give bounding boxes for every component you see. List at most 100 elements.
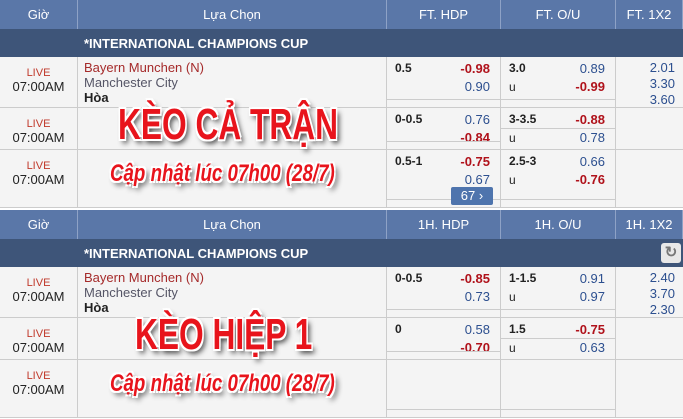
overlay-title: KÈO HIỆP 1 (135, 310, 313, 359)
ou-cell (501, 360, 616, 417)
home-win-odds[interactable]: 2.01 (649, 60, 675, 75)
selection-cell (78, 360, 387, 417)
hdp-odds-home[interactable]: -0.75 (460, 154, 490, 169)
hdp-cell: 0.5-1 -0.75 0.67 (387, 150, 501, 207)
over-odds[interactable]: -0.75 (575, 322, 605, 337)
match-time: 07:00AM (12, 172, 65, 187)
table-row[interactable]: LIVE 07:00AM Bayern Munchen (N) Manchester… (0, 57, 683, 108)
odds-table-1: Giờ Lựa Chọn 1H. HDP 1H. O/U 1H. 1X2 *INTERNA… (0, 210, 683, 419)
hdp-line: 0 (395, 322, 402, 336)
selection-cell: Bayern Munchen (N) Manchester City Hòa (78, 267, 387, 317)
under-label: u (509, 131, 516, 145)
live-badge: LIVE (26, 277, 51, 289)
draw-odds[interactable]: 3.70 (649, 286, 675, 301)
home-team[interactable]: Bayern Munchen (N) (84, 270, 204, 285)
over-odds[interactable]: 0.91 (579, 271, 605, 286)
selection-cell: Bayern Munchen (N) Manchester City Hòa (78, 57, 387, 107)
1x2-cell: 2.40 3.70 2.30 (616, 267, 683, 317)
time-cell: LIVE 07:00AM (0, 108, 78, 149)
away-team[interactable]: Manchester City (84, 285, 178, 300)
under-odds[interactable]: 0.63 (579, 340, 605, 355)
column-header[interactable]: Lựa Chọn (78, 0, 387, 29)
under-odds[interactable]: 0.78 (579, 130, 605, 145)
hdp-cell (387, 360, 501, 417)
over-odds[interactable]: -0.88 (575, 112, 605, 127)
time-cell: LIVE 07:00AM (0, 150, 78, 207)
hdp-odds-away[interactable]: 0.73 (464, 289, 490, 304)
under-odds[interactable]: -0.99 (575, 79, 605, 94)
column-header[interactable]: FT. 1X2 (616, 0, 683, 29)
time-cell: LIVE 07:00AM (0, 57, 78, 107)
over-odds[interactable]: 0.66 (579, 154, 605, 169)
time-cell: LIVE 07:00AM (0, 318, 78, 359)
hdp-cell: 0 0.58 -0.70 (387, 318, 501, 359)
time-cell: LIVE 07:00AM (0, 360, 78, 417)
league-row[interactable]: *INTERNATIONAL CHAMPIONS CUP (0, 29, 683, 57)
match-time: 07:00AM (12, 289, 65, 304)
hdp-odds-home[interactable]: 0.58 (464, 322, 490, 337)
more-bets-button[interactable]: 67 › (451, 187, 493, 205)
refresh-icon[interactable]: ↻ (661, 243, 681, 263)
column-header[interactable]: FT. O/U (501, 0, 616, 29)
column-header[interactable]: Giờ (0, 0, 78, 29)
ou-cell: 1-1.5 u 0.91 0.97 (501, 267, 616, 317)
1x2-cell (616, 318, 683, 359)
1x2-cell (616, 108, 683, 149)
hdp-cell: 0.5 -0.98 0.90 (387, 57, 501, 107)
hdp-odds-home[interactable]: -0.98 (460, 61, 490, 76)
under-odds[interactable]: -0.76 (575, 172, 605, 187)
overlay-subtitle: Cập nhật lúc 07h00 (28/7) (110, 160, 335, 187)
hdp-odds-home[interactable]: -0.85 (460, 271, 490, 286)
column-header[interactable]: Giờ (0, 210, 78, 239)
column-header[interactable]: 1H. 1X2 (616, 210, 683, 239)
1x2-odds: 2.01 3.30 3.60 (650, 60, 675, 108)
table-header: Giờ Lựa Chọn 1H. HDP 1H. O/U 1H. 1X2 (0, 210, 683, 239)
table-row[interactable]: LIVE 07:00AM (0, 360, 683, 418)
ou-line: 1-1.5 (509, 271, 537, 285)
column-header[interactable]: FT. HDP (387, 0, 501, 29)
ou-cell: 1.5 u -0.75 0.63 (501, 318, 616, 359)
match-time: 07:00AM (12, 79, 65, 94)
ou-cell: 3.0 u 0.89 -0.99 (501, 57, 616, 107)
hdp-cell: 0-0.5 0.76 -0.84 (387, 108, 501, 149)
over-odds[interactable]: 0.89 (579, 61, 605, 76)
draw-label: Hòa (84, 300, 109, 315)
hdp-odds-away[interactable]: 0.90 (464, 79, 490, 94)
hdp-odds-away[interactable]: 0.67 (464, 172, 490, 187)
table-row[interactable]: LIVE 07:00AM Bayern Munchen (N) Manchester… (0, 267, 683, 318)
away-win-odds[interactable]: 3.60 (649, 92, 675, 107)
ou-line: 3-3.5 (509, 112, 537, 126)
away-team[interactable]: Manchester City (84, 75, 178, 90)
column-header[interactable]: 1H. HDP (387, 210, 501, 239)
match-time: 07:00AM (12, 130, 65, 145)
selection-cell (78, 150, 387, 207)
live-badge: LIVE (26, 328, 51, 340)
hdp-odds-away[interactable]: -0.84 (460, 130, 490, 145)
draw-odds[interactable]: 3.30 (649, 76, 675, 91)
overlay-subtitle: Cập nhật lúc 07h00 (28/7) (110, 370, 335, 397)
selection-cell (78, 318, 387, 359)
match-time: 07:00AM (12, 382, 65, 397)
home-team[interactable]: Bayern Munchen (N) (84, 60, 204, 75)
table-row[interactable]: LIVE 07:00AM 0 0.58 -0.70 1.5 u -0.75 0.63 (0, 318, 683, 360)
hdp-line: 0.5-1 (395, 154, 423, 168)
ou-line: 2.5-3 (509, 154, 537, 168)
column-header[interactable]: 1H. O/U (501, 210, 616, 239)
column-header[interactable]: Lựa Chọn (78, 210, 387, 239)
home-win-odds[interactable]: 2.40 (649, 270, 675, 285)
league-name: *INTERNATIONAL CHAMPIONS CUP (84, 246, 309, 261)
under-odds[interactable]: 0.97 (579, 289, 605, 304)
match-time: 07:00AM (12, 340, 65, 355)
hdp-line: 0-0.5 (395, 271, 423, 285)
hdp-odds-away[interactable]: -0.70 (460, 340, 490, 355)
table-header: Giờ Lựa Chọn FT. HDP FT. O/U FT. 1X2 (0, 0, 683, 29)
1x2-cell (616, 150, 683, 207)
table-row[interactable]: LIVE 07:00AM 0.5-1 -0.75 0.67 2.5-3 u 0.66 -0.7… (0, 150, 683, 208)
table-row[interactable]: LIVE 07:00AM 0-0.5 0.76 -0.84 3-3.5 u -0.88 0.7… (0, 108, 683, 150)
ou-line: 3.0 (509, 61, 526, 75)
1x2-cell (616, 360, 683, 417)
away-win-odds[interactable]: 2.30 (649, 302, 675, 317)
live-badge: LIVE (26, 67, 51, 79)
hdp-odds-home[interactable]: 0.76 (464, 112, 490, 127)
league-row[interactable]: *INTERNATIONAL CHAMPIONS CUP ↻ (0, 239, 683, 267)
